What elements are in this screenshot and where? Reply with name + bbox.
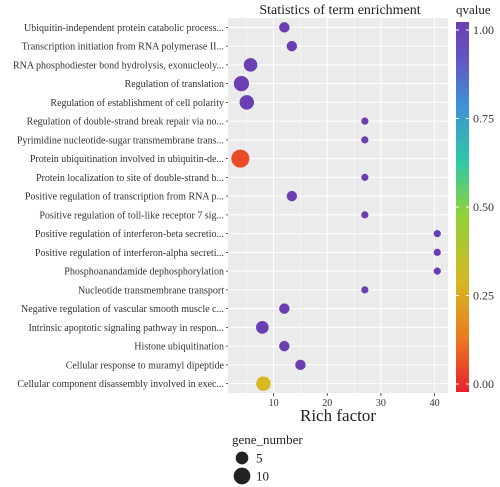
qvalue-legend-title: qvalue [456, 2, 491, 17]
data-point [279, 303, 290, 314]
category-label: Negative regulation of vascular smooth m… [21, 304, 224, 315]
data-point [361, 136, 369, 144]
x-axis-title: Rich factor [300, 406, 376, 425]
data-point [286, 40, 298, 52]
data-point [361, 211, 369, 219]
category-label: Positive regulation of transcription fro… [25, 192, 224, 203]
category-label: Positive regulation of toll-like recepto… [39, 210, 224, 221]
x-tick-label: 10 [269, 398, 279, 409]
size-legend-label: 10 [256, 469, 269, 484]
data-point [433, 248, 441, 256]
size-legend-items: 510 [233, 451, 269, 485]
x-tick-label: 40 [430, 398, 440, 409]
size-legend-label: 5 [256, 451, 263, 466]
category-label: Ubiquitin-independent protein catabolic … [24, 23, 224, 34]
data-point [361, 286, 369, 294]
chart-title: Statistics of term enrichment [259, 3, 420, 18]
data-point [243, 58, 258, 72]
category-label: RNA phosphodiester bond hydrolysis, exon… [13, 60, 224, 71]
data-point [286, 190, 298, 202]
qvalue-tick-label: 0.75 [473, 112, 494, 126]
data-point [361, 117, 369, 125]
qvalue-legend: qvalue 0.00 0.25 0.50 0.75 1.00 [456, 2, 494, 392]
qvalue-colorbar [456, 22, 469, 392]
data-point [231, 149, 250, 168]
category-label: Cellular response to muramyl dipeptide [66, 360, 225, 371]
category-label: Cellular component disassembly involved … [17, 379, 224, 390]
category-label: Protein ubiquitination involved in ubiqu… [30, 154, 224, 165]
data-point [256, 376, 271, 391]
qvalue-tick-label: 1.00 [473, 23, 494, 37]
plot-panel [228, 18, 448, 393]
qvalue-legend-ticks: 0.00 0.25 0.50 0.75 1.00 [456, 23, 494, 391]
size-legend-title: gene_number [232, 432, 303, 447]
y-axis-labels: Ubiquitin-independent protein catabolic … [13, 23, 228, 390]
data-point [295, 359, 306, 371]
data-point [279, 340, 290, 352]
category-label: Positive regulation of interferon-alpha … [35, 248, 224, 259]
category-label: Phosphoanandamide dephosphorylation [64, 267, 224, 278]
qvalue-tick-label: 0.50 [473, 200, 494, 214]
category-label: Intrinsic apoptotic signaling pathway in… [28, 323, 224, 334]
category-label: Pyrimidine nucleotide-sugar transmembran… [17, 135, 224, 146]
data-points [231, 22, 441, 391]
data-point [239, 95, 255, 110]
data-point [433, 230, 441, 238]
size-legend-dot [233, 467, 251, 485]
category-label: Nucleotide transmembrane transport [78, 285, 224, 296]
data-point [233, 76, 250, 92]
qvalue-tick-label: 0.00 [473, 377, 494, 391]
size-legend: gene_number 510 [232, 432, 303, 485]
grid-lines [228, 18, 448, 393]
data-point [279, 22, 290, 33]
data-point [433, 267, 441, 275]
category-label: Positive regulation of interferon-beta s… [35, 229, 224, 240]
size-legend-dot [235, 451, 249, 465]
category-label: Protein localization to site of double-s… [36, 173, 224, 184]
category-label: Regulation of double-strand break repair… [27, 117, 224, 128]
data-point [361, 173, 369, 181]
category-label: Histone ubiquitination [134, 342, 224, 353]
data-point [256, 321, 269, 334]
x-axis-ticks: 10 20 30 40 [269, 393, 440, 409]
category-label: Transcription initiation from RNA polyme… [22, 42, 224, 53]
category-label: Regulation of translation [125, 79, 224, 90]
x-tick-label: 30 [376, 398, 386, 409]
qvalue-tick-label: 0.25 [473, 289, 494, 303]
x-tick-label: 20 [322, 398, 332, 409]
category-label: Regulation of establishment of cell pola… [50, 98, 224, 109]
